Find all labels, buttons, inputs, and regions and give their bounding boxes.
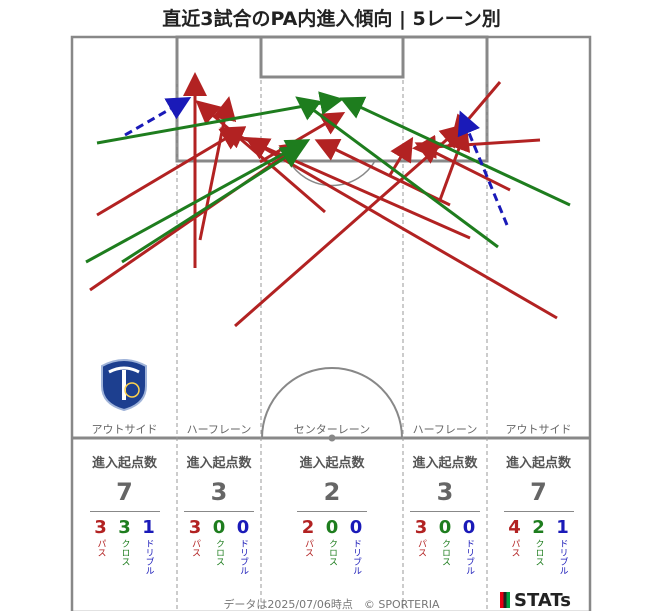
cross-count: 0 — [438, 517, 452, 538]
entry-total: 7 — [530, 478, 547, 506]
divider — [297, 511, 367, 512]
dribble-label: ドリブル — [238, 539, 248, 575]
stats-header: 進入起点数 — [412, 456, 478, 471]
cross-arrow — [121, 144, 306, 264]
pass-arrow — [451, 81, 502, 140]
stats-header: 進入起点数 — [186, 456, 252, 471]
brand-name: STATs — [514, 590, 571, 611]
pass-label: パス — [416, 539, 426, 557]
pass-count: 3 — [414, 517, 428, 538]
pass-count: 4 — [508, 517, 521, 538]
divider — [503, 511, 574, 512]
cross-arrow — [85, 139, 311, 264]
dribble-label: ドリブル — [557, 539, 568, 575]
lane-label-outside-left: アウトサイド — [91, 423, 158, 436]
cross-label: クロス — [440, 539, 450, 566]
dribble-count: 0 — [462, 517, 476, 538]
dribble-count: 1 — [142, 517, 155, 538]
cross-count: 0 — [212, 517, 226, 538]
cross-label: クロス — [533, 539, 544, 566]
stats-brand-logo: STATs — [500, 590, 571, 611]
lane-stats-halfspace-left: 進入起点数 3 3 パス 0 クロス 0 ドリブル — [177, 440, 261, 575]
pass-count: 2 — [301, 517, 315, 538]
stats-header: 進入起点数 — [505, 456, 571, 471]
divider — [410, 511, 480, 512]
lane-stats-halfspace-right: 進入起点数 3 3 パス 0 クロス 0 ドリブル — [403, 440, 487, 575]
lane-label-halfspace-left: ハーフレーン — [186, 423, 252, 436]
pass-arrow — [414, 142, 511, 192]
pass-label: パス — [509, 539, 520, 557]
entry-total: 2 — [323, 478, 341, 506]
cross-count: 0 — [325, 517, 339, 538]
cross-label: クロス — [327, 539, 337, 566]
brand-mark-icon — [500, 592, 510, 608]
dribble-label: ドリブル — [351, 539, 361, 575]
club-logo — [101, 359, 147, 412]
cross-count: 3 — [118, 517, 131, 538]
data-footer: データは2025/07/06時点 © SPORTERIA — [223, 598, 440, 611]
lane-stats-outside-right: 進入起点数 7 4 パス 2 クロス 1 ドリブル — [487, 440, 590, 575]
pass-label: パス — [190, 539, 200, 557]
dribble-arrow — [124, 97, 192, 137]
pass-arrow — [96, 126, 246, 217]
cross-label: クロス — [214, 539, 224, 566]
divider — [184, 511, 254, 512]
entry-arrows — [85, 72, 571, 328]
lane-label-center: センターレーン — [293, 423, 371, 436]
pass-count: 3 — [188, 517, 202, 538]
pass-count: 3 — [94, 517, 107, 538]
cross-arrow — [295, 96, 499, 249]
lane-stats-center: 進入起点数 2 2 パス 0 クロス 0 ドリブル — [261, 440, 403, 575]
cross-arrow — [339, 96, 571, 207]
cross-count: 2 — [532, 517, 545, 538]
dribble-count: 0 — [349, 517, 363, 538]
pass-label: パス — [303, 539, 313, 557]
page-title: 直近3試合のPA内進入傾向 | 5レーン別 — [162, 8, 501, 30]
entry-total: 3 — [436, 478, 454, 506]
dribble-arrow — [457, 110, 509, 226]
stats-header: 進入起点数 — [299, 456, 365, 471]
lane-label-outside-right: アウトサイド — [505, 423, 572, 436]
dribble-label: ドリブル — [464, 539, 474, 575]
dribble-count: 0 — [236, 517, 250, 538]
divider — [89, 511, 160, 512]
dribble-count: 1 — [556, 517, 569, 538]
lane-label-halfspace-right: ハーフレーン — [412, 423, 478, 436]
pass-label: パス — [95, 539, 106, 557]
dribble-label: ドリブル — [143, 539, 154, 575]
stats-header: 進入起点数 — [91, 456, 157, 471]
lane-stats-outside-left: 進入起点数 7 3 パス 3 クロス 1 ドリブル — [72, 440, 177, 575]
pass-arrow — [244, 136, 558, 320]
cross-label: クロス — [119, 539, 130, 566]
entry-total: 7 — [116, 478, 133, 506]
pass-arrow — [438, 126, 471, 201]
entry-total: 3 — [210, 478, 228, 506]
